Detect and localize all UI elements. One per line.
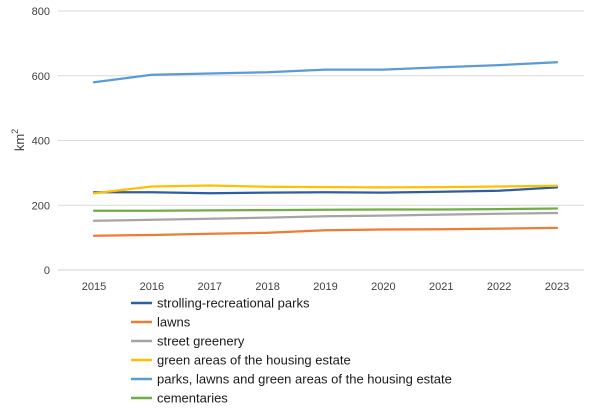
y-tick-label: 0 (44, 265, 50, 277)
x-tick-label: 2016 (140, 281, 164, 293)
legend-label: parks, lawns and green areas of the hous… (157, 372, 452, 387)
y-tick-label: 800 (32, 6, 50, 18)
legend-label: green areas of the housing estate (157, 353, 351, 368)
y-tick-label: 200 (32, 200, 50, 212)
x-tick-label: 2015 (82, 281, 106, 293)
y-tick-label: 400 (32, 136, 50, 148)
y-axis-ticks: 0 200 400 600 800 (32, 6, 50, 277)
series-line-5 (92, 61, 559, 84)
x-tick-label: 2023 (545, 281, 569, 293)
series-line-4 (92, 184, 559, 195)
x-tick-label: 2021 (429, 281, 453, 293)
legend-label: lawns (157, 315, 191, 330)
series-line-3 (92, 211, 559, 222)
series-line-6 (92, 207, 559, 212)
legend-label: cementaries (157, 391, 228, 406)
y-axis-label: km2 (10, 129, 27, 151)
series-line-1 (92, 186, 559, 195)
legend-label: strolling-recreational parks (157, 296, 310, 311)
x-axis-ticks: 2015 2016 2017 2018 2019 2020 2021 2022 2023 (82, 281, 569, 293)
y-tick-label: 600 (32, 71, 50, 83)
series-line-2 (92, 226, 559, 237)
x-tick-label: 2019 (313, 281, 337, 293)
x-tick-label: 2018 (255, 281, 279, 293)
legend: strolling-recreational parks lawns street … (131, 296, 452, 406)
x-tick-label: 2022 (487, 281, 511, 293)
legend-label: street greenery (157, 334, 245, 349)
series-lines (92, 61, 559, 237)
x-tick-label: 2017 (198, 281, 222, 293)
x-tick-label: 2020 (371, 281, 395, 293)
